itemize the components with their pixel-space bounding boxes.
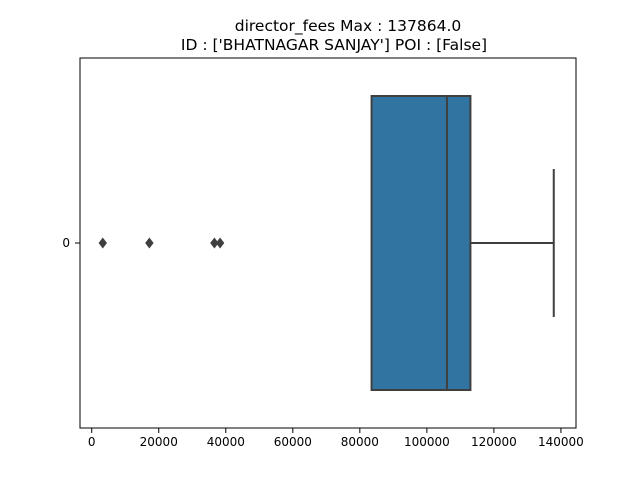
chart-title-line1: director_fees Max : 137864.0 xyxy=(235,17,462,36)
x-tick-label-0: 0 xyxy=(88,435,96,449)
x-tick-label-3: 60000 xyxy=(274,435,312,449)
x-tick-label-6: 120000 xyxy=(471,435,517,449)
outlier-point-3 xyxy=(215,237,225,249)
x-tick-label-2: 40000 xyxy=(207,435,245,449)
plot-area xyxy=(98,95,555,391)
y-tick-label-0: 0 xyxy=(62,236,70,250)
outlier-point-0 xyxy=(98,237,107,249)
outlier-point-2 xyxy=(210,237,219,249)
outlier-point-1 xyxy=(145,237,154,249)
x-tick-label-5: 100000 xyxy=(404,435,450,449)
chart-title-line2: ID : ['BHATNAGAR SANJAY'] POI : [False] xyxy=(181,36,487,54)
x-tick-label-4: 80000 xyxy=(341,435,379,449)
x-tick-label-7: 140000 xyxy=(538,435,584,449)
axes: 0 20000 40000 60000 80000 100000 120000 140000 0 xyxy=(62,236,583,449)
iqr-box xyxy=(370,95,472,391)
x-tick-label-1: 20000 xyxy=(140,435,178,449)
